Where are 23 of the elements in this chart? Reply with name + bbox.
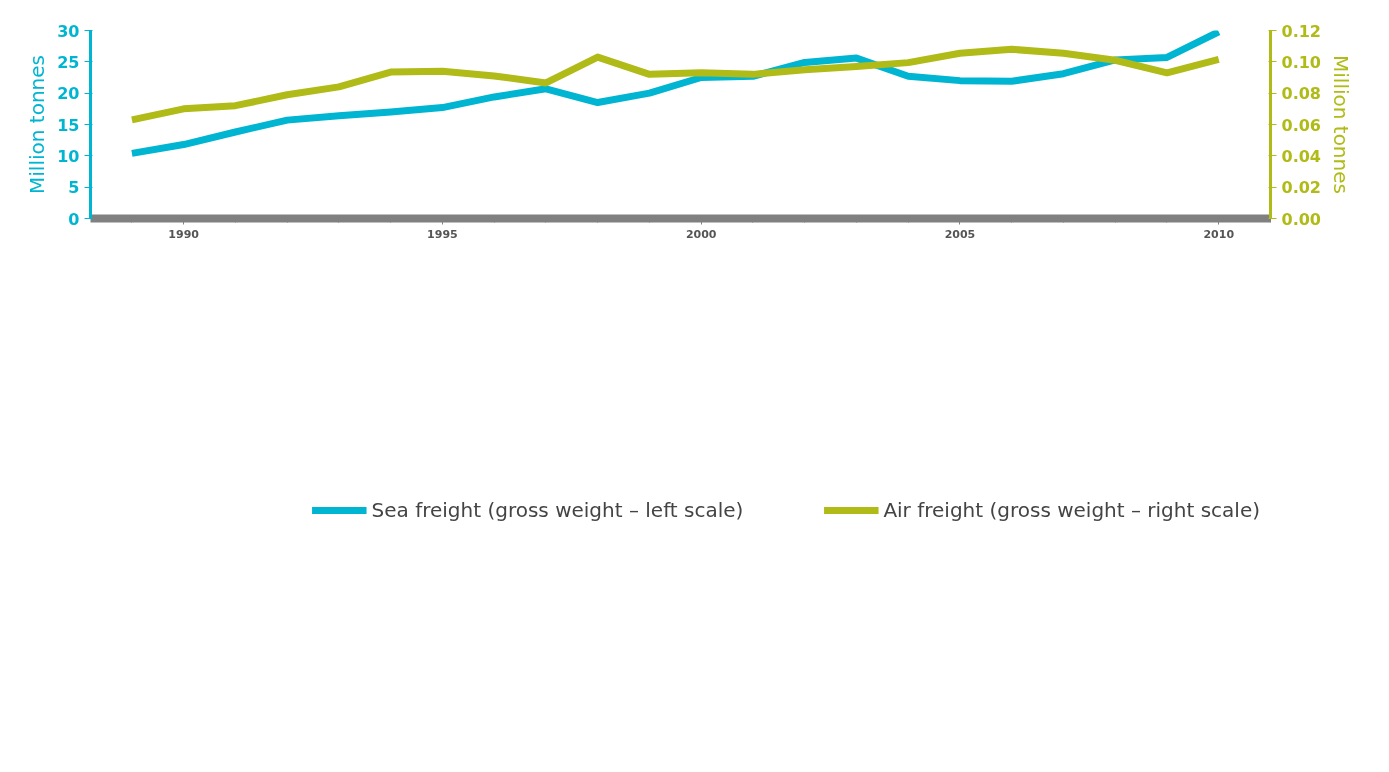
legend-label: Sea freight (gross weight – left scale) [371, 498, 744, 522]
y-tick-label: 30 [57, 21, 80, 41]
y-tick-label: 25 [57, 52, 80, 72]
y2-axis-title: Million tonnes [1328, 55, 1353, 194]
y-tick-label: 0 [68, 209, 80, 229]
legend-label: Air freight (gross weight – right scale) [883, 498, 1260, 522]
y-tick-label: 20 [57, 84, 80, 104]
y2-tick-label: 0.06 [1281, 115, 1321, 135]
x-tick-label: 2010 [1203, 227, 1235, 241]
x-tick-label: 2000 [685, 227, 717, 241]
y-tick-label: 5 [68, 178, 80, 198]
y-tick-label: 15 [57, 115, 80, 135]
y2-tick-label: 0.10 [1281, 52, 1321, 72]
y-axis-title: Million tonnes [25, 55, 50, 194]
y2-tick-label: 0.08 [1281, 84, 1321, 104]
x-tick-label: 2005 [944, 227, 976, 241]
x-tick-label: 1990 [168, 227, 200, 241]
y2-tick-label: 0.04 [1281, 146, 1321, 166]
y-tick-label: 10 [57, 146, 80, 166]
y2-tick-label: 0.00 [1281, 209, 1321, 229]
y2-tick-label: 0.02 [1281, 178, 1321, 198]
y2-tick-label: 0.12 [1281, 21, 1321, 41]
x-tick-label: 1995 [427, 227, 458, 241]
